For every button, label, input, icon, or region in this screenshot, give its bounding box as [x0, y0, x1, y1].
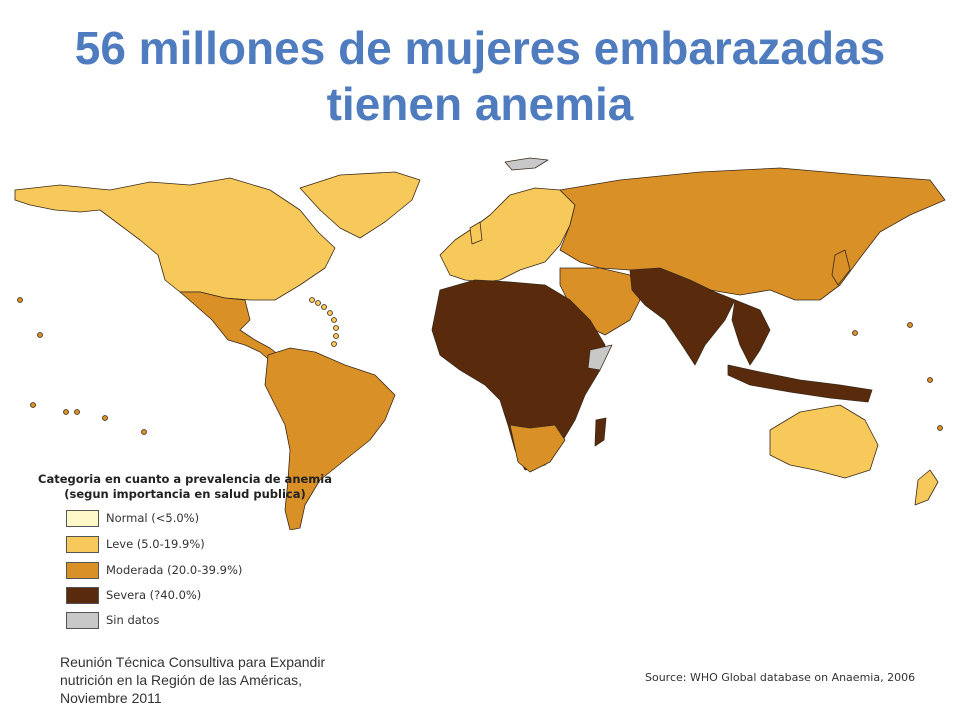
island-marker [102, 415, 108, 421]
island-marker [17, 297, 23, 303]
legend-swatch [66, 536, 99, 553]
caribbean-marker [315, 300, 321, 306]
region-svalbard [504, 157, 549, 171]
footer-line-1: Reunión Técnica Consultiva para Expandir [60, 654, 326, 670]
legend-label: Severa (?40.0%) [106, 588, 202, 602]
legend-title-line-2: (segun importancia en salud publica) [64, 487, 306, 501]
footer-line-2: nutrición en la Región de las Américas, [60, 672, 303, 688]
region-greenland [299, 171, 421, 239]
caribbean-marker [331, 317, 337, 323]
footer-note: Reunión Técnica Consultiva para Expandir… [60, 653, 325, 707]
region-southern-africa [509, 424, 566, 473]
caribbean-marker [333, 325, 339, 331]
legend-swatch [66, 510, 99, 527]
caribbean-marker [321, 304, 327, 310]
island-marker [37, 332, 43, 338]
legend-swatch [66, 587, 99, 604]
title-line-1: 56 millones de mujeres embarazadas [74, 22, 886, 74]
region-new-zealand [914, 469, 939, 506]
region-madagascar [594, 417, 607, 447]
island-marker [927, 377, 933, 383]
page-title: 56 millones de mujeres embarazadas tiene… [0, 20, 960, 132]
title-line-2: tienen anemia [326, 78, 634, 130]
legend-swatch [66, 562, 99, 579]
region-japan [831, 249, 851, 286]
region-north-america [14, 177, 336, 301]
region-europe [439, 187, 576, 283]
legend-label: Leve (5.0-19.9%) [106, 537, 205, 551]
region-mexico-central-america [179, 291, 286, 366]
region-south-america [264, 347, 396, 530]
region-southeast-asia [731, 299, 771, 366]
legend-label: Sin datos [106, 613, 160, 627]
caribbean-marker [327, 310, 333, 316]
legend-label: Normal (<5.0%) [106, 511, 200, 525]
caribbean-marker [331, 341, 337, 347]
region-uk [469, 221, 483, 245]
island-marker [30, 402, 36, 408]
world-anemia-map [14, 157, 946, 530]
island-marker [141, 429, 147, 435]
legend-label: Moderada (20.0-39.9%) [106, 563, 243, 577]
island-marker [74, 409, 80, 415]
caribbean-marker [309, 297, 315, 303]
legend-title-line-1: Categoria en cuanto a prevalencia de ane… [38, 472, 332, 486]
source-citation: Source: WHO Global database on Anaemia, … [645, 671, 916, 684]
region-horn-no-data [587, 344, 613, 371]
island-marker [907, 322, 913, 328]
island-marker [63, 409, 69, 415]
island-marker [937, 425, 943, 431]
footer-line-3: Noviembre 2011 [60, 690, 162, 706]
legend-swatch [66, 612, 99, 629]
region-australia [769, 404, 879, 479]
region-south-asia [629, 267, 736, 366]
legend-title: Categoria en cuanto a prevalencia de ane… [30, 472, 340, 502]
caribbean-marker [333, 333, 339, 339]
island-marker [852, 330, 858, 336]
region-indonesia [727, 364, 873, 403]
